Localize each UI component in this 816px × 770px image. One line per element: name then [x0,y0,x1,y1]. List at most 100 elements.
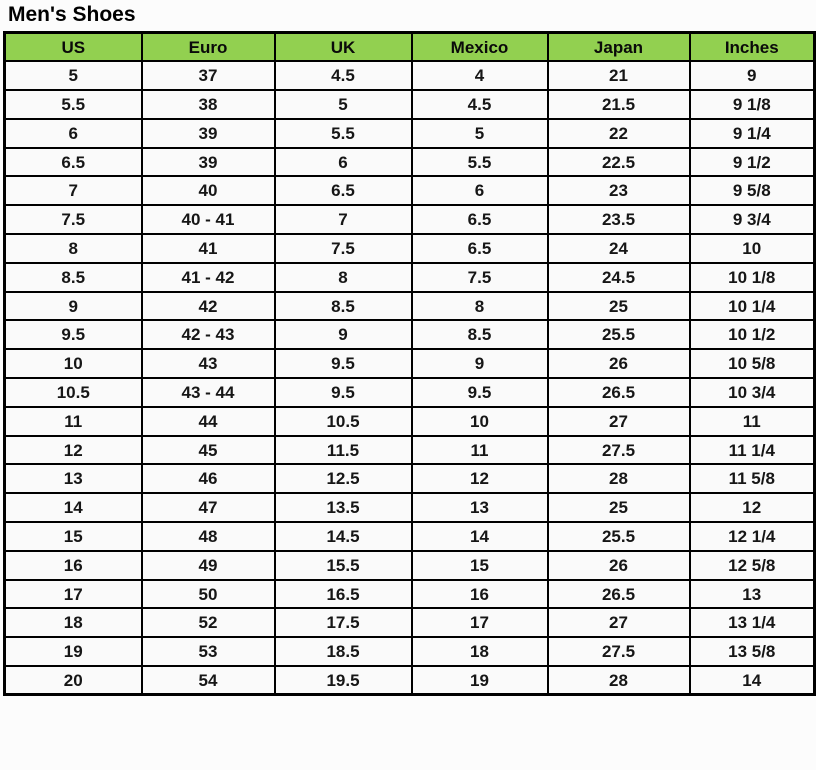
table-cell: 8.5 [273,290,413,322]
table-cell: 10.5 [273,405,413,437]
table-cell: 48 [140,521,276,552]
table-cell: 50 [140,578,276,610]
table-body: 5 37 4.5 4 21 9 5.5 38 5 4.5 21.5 9 1/8 6 39 5.5 5 22 9 1… [3,60,816,696]
table-cell: 42 [140,290,276,322]
table-row: 18 52 17.5 17 27 13 1/4 [3,607,816,639]
table-row: 16 49 15.5 15 26 12 5/8 [3,549,816,581]
table-cell: 26 [546,549,691,581]
table-row: 5.5 38 5 4.5 21.5 9 1/8 [3,89,816,120]
table-cell: 18 [410,636,549,668]
table-cell: 5.5 [273,117,413,149]
table-row: 6 39 5.5 5 22 9 1/4 [3,117,816,149]
table-cell: 5 [410,117,549,149]
table-cell: 37 [140,60,276,92]
header-cell-uk: UK [273,31,413,63]
table-row: 9.5 42 - 43 9 8.5 25.5 10 1/2 [3,319,816,351]
table-cell: 53 [140,636,276,668]
table-row: 17 50 16.5 16 26.5 13 [3,578,816,610]
table-cell: 9 [273,319,413,351]
table-cell: 9 1/4 [688,117,816,149]
table-row: 20 54 19.5 19 28 14 [3,665,816,696]
table-row: 12 45 11.5 11 27.5 11 1/4 [3,434,816,466]
table-cell: 9.5 [273,348,413,380]
table-cell: 24.5 [546,261,691,293]
table-row: 10 43 9.5 9 26 10 5/8 [3,348,816,380]
table-cell: 10 1/8 [688,261,816,293]
table-cell: 45 [140,434,276,466]
table-cell: 10 [3,348,143,380]
table-cell: 7.5 [273,233,413,264]
table-row: 15 48 14.5 14 25.5 12 1/4 [3,521,816,552]
table-cell: 6 [3,117,143,149]
table-cell: 19 [3,636,143,668]
table-cell: 16 [410,578,549,610]
table-cell: 5 [3,60,143,92]
table-cell: 9.5 [410,377,549,408]
table-cell: 8 [3,233,143,264]
table-cell: 22.5 [546,146,691,178]
table-cell: 39 [140,117,276,149]
table-cell: 8.5 [3,261,143,293]
page-title: Men's Shoes [8,3,136,26]
table-cell: 8 [410,290,549,322]
table-cell: 40 [140,175,276,207]
table-cell: 13 [3,463,143,495]
table-cell: 9 5/8 [688,175,816,207]
table-cell: 42 - 43 [140,319,276,351]
table-cell: 10 [688,233,816,264]
header-cell-euro: Euro [140,31,276,63]
table-cell: 6.5 [3,146,143,178]
table-cell: 7.5 [410,261,549,293]
table-cell: 10 1/2 [688,319,816,351]
table-cell: 11 1/4 [688,434,816,466]
table-cell: 46 [140,463,276,495]
table-row: 7 40 6.5 6 23 9 5/8 [3,175,816,207]
table-row: 7.5 40 - 41 7 6.5 23.5 9 3/4 [3,204,816,236]
table-row: 5 37 4.5 4 21 9 [3,60,816,92]
table-cell: 12 5/8 [688,549,816,581]
table-cell: 26.5 [546,578,691,610]
table-cell: 13 5/8 [688,636,816,668]
table-cell: 12.5 [273,463,413,495]
table-cell: 4 [410,60,549,92]
table-cell: 54 [140,665,276,696]
table-cell: 11 [688,405,816,437]
table-cell: 49 [140,549,276,581]
table-row: 9 42 8.5 8 25 10 1/4 [3,290,816,322]
table-cell: 6.5 [273,175,413,207]
table-cell: 10 1/4 [688,290,816,322]
table-cell: 21.5 [546,89,691,120]
table-cell: 11 5/8 [688,463,816,495]
table-cell: 13 [688,578,816,610]
table-cell: 23 [546,175,691,207]
table-cell: 10.5 [3,377,143,408]
table-cell: 24 [546,233,691,264]
table-cell: 26.5 [546,377,691,408]
table-row: 8 41 7.5 6.5 24 10 [3,233,816,264]
table-cell: 17 [410,607,549,639]
table-cell: 6 [410,175,549,207]
table-cell: 13.5 [273,492,413,524]
table-cell: 15.5 [273,549,413,581]
table-row: 14 47 13.5 13 25 12 [3,492,816,524]
table-cell: 9 [410,348,549,380]
table-cell: 10 [410,405,549,437]
table-cell: 11 [410,434,549,466]
table-cell: 13 1/4 [688,607,816,639]
table-cell: 27.5 [546,636,691,668]
table-cell: 40 - 41 [140,204,276,236]
table-row: 6.5 39 6 5.5 22.5 9 1/2 [3,146,816,178]
table-row: 11 44 10.5 10 27 11 [3,405,816,437]
table-cell: 15 [3,521,143,552]
table-cell: 16.5 [273,578,413,610]
table-cell: 52 [140,607,276,639]
table-cell: 9 [3,290,143,322]
table-cell: 18 [3,607,143,639]
table-cell: 9 1/8 [688,89,816,120]
table-cell: 5.5 [3,89,143,120]
table-row: 19 53 18.5 18 27.5 13 5/8 [3,636,816,668]
header-cell-inches: Inches [688,31,816,63]
table-cell: 16 [3,549,143,581]
header-cell-mexico: Mexico [410,31,549,63]
table-cell: 44 [140,405,276,437]
